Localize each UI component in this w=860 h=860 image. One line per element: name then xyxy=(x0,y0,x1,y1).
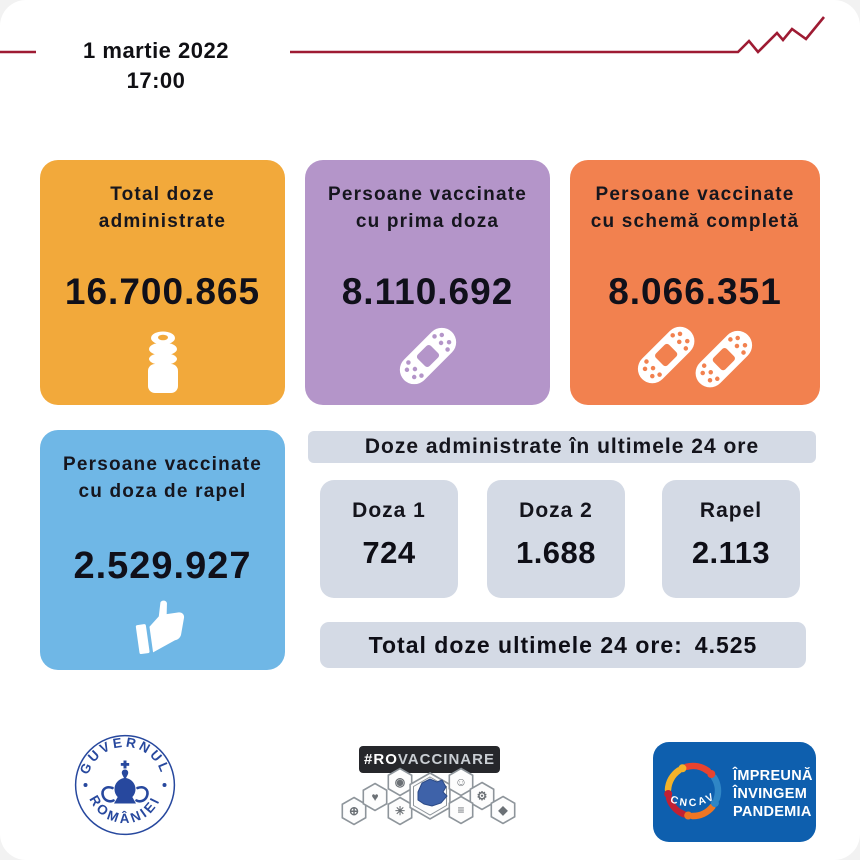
romania-map-icon xyxy=(417,778,448,807)
last24-dose2-value: 1.688 xyxy=(515,535,597,570)
hex-glyph-person-icon: ☺ xyxy=(455,775,467,789)
card-complete-schema: Persoane vaccinate cu schemă completă 8.… xyxy=(570,160,820,405)
rovaccinare-logo: #RO VACCINARE ⊕ ♥ ◉ ✳ ☺ ⚙ xyxy=(330,744,530,849)
report-time: 17:00 xyxy=(126,68,186,93)
last24-header: Doze administrate în ultimele 24 ore xyxy=(308,431,816,463)
trend-line-icon xyxy=(0,16,826,54)
cncav-logo-card: CNCAV ÎMPREUNĂ ÎNVINGEM PANDEMIA xyxy=(653,742,816,842)
card-first-dose: Persoane vaccinate cu prima doza 8.110.6… xyxy=(305,160,550,405)
card-total-value: 16.700.865 xyxy=(64,271,261,312)
last24-dose1-card: Doza 1 724 xyxy=(320,480,458,598)
hex-glyph-heart-icon: ♥ xyxy=(371,790,378,804)
hex-glyph-mask-icon: ≡ xyxy=(457,803,464,817)
government-of-romania-logo: GUVERNUL ROMÂNIEI xyxy=(74,735,176,836)
card-booster-dose: Persoane vaccinate cu doza de rapel 2.52… xyxy=(40,430,285,670)
card-total-doses: Total doze administrate 16.700.865 xyxy=(40,160,285,405)
coat-of-arms-eagle-icon xyxy=(101,760,149,804)
rovaccinare-hashtag: #RO VACCINARE xyxy=(359,746,500,773)
rovaccinare-hexagon-icons: ⊕ ♥ ◉ ✳ ☺ ⚙ ≡ ◆ xyxy=(341,767,516,826)
card-complete-value: 8.066.351 xyxy=(608,271,782,312)
hex-glyph-cross-icon: ✳ xyxy=(395,804,405,818)
cncav-emblem-icon: CNCAV xyxy=(664,762,722,820)
double-bandage-icon xyxy=(570,315,820,395)
report-datetime: 1 martie 2022 17:00 xyxy=(68,36,244,96)
last24-booster-value: 2.113 xyxy=(691,535,771,570)
hex-glyph-people-icon: ◆ xyxy=(497,803,508,817)
card-first-value: 8.110.692 xyxy=(341,271,514,312)
card-first-title: Persoane vaccinate cu prima doza xyxy=(327,184,528,232)
vaccine-vial-icon xyxy=(40,329,285,395)
card-booster-title: Persoane vaccinate cu doza de rapel xyxy=(62,454,263,502)
card-total-title: Total doze administrate xyxy=(98,184,227,232)
cncav-slogan: ÎMPREUNĂ ÎNVINGEM PANDEMIA xyxy=(733,768,813,820)
last24-booster-label: Rapel xyxy=(699,499,763,522)
bandage-icon xyxy=(305,317,550,395)
last24-booster-card: Rapel 2.113 xyxy=(662,480,800,598)
card-complete-title: Persoane vaccinate cu schemă completă xyxy=(590,184,800,232)
card-booster-value: 2.529.927 xyxy=(73,545,252,587)
last24-total-value: 4.525 xyxy=(694,631,758,658)
hex-glyph-medical-icon: ⊕ xyxy=(349,804,359,818)
last24-dose1-label: Doza 1 xyxy=(352,499,426,522)
hex-glyph-gear-icon: ⚙ xyxy=(477,789,488,803)
last24-total-label: Total doze ultimele 24 ore: xyxy=(368,631,683,658)
last24-dose2-label: Doza 2 xyxy=(519,499,593,522)
thumbs-up-icon xyxy=(40,592,285,660)
hex-glyph-camera-icon: ◉ xyxy=(395,775,406,789)
last24-dose2-card: Doza 2 1.688 xyxy=(487,480,625,598)
last24-dose1-value: 724 xyxy=(362,535,416,570)
last24-total-bar: Total doze ultimele 24 ore: 4.525 xyxy=(320,622,806,668)
report-date: 1 martie 2022 xyxy=(83,38,229,63)
